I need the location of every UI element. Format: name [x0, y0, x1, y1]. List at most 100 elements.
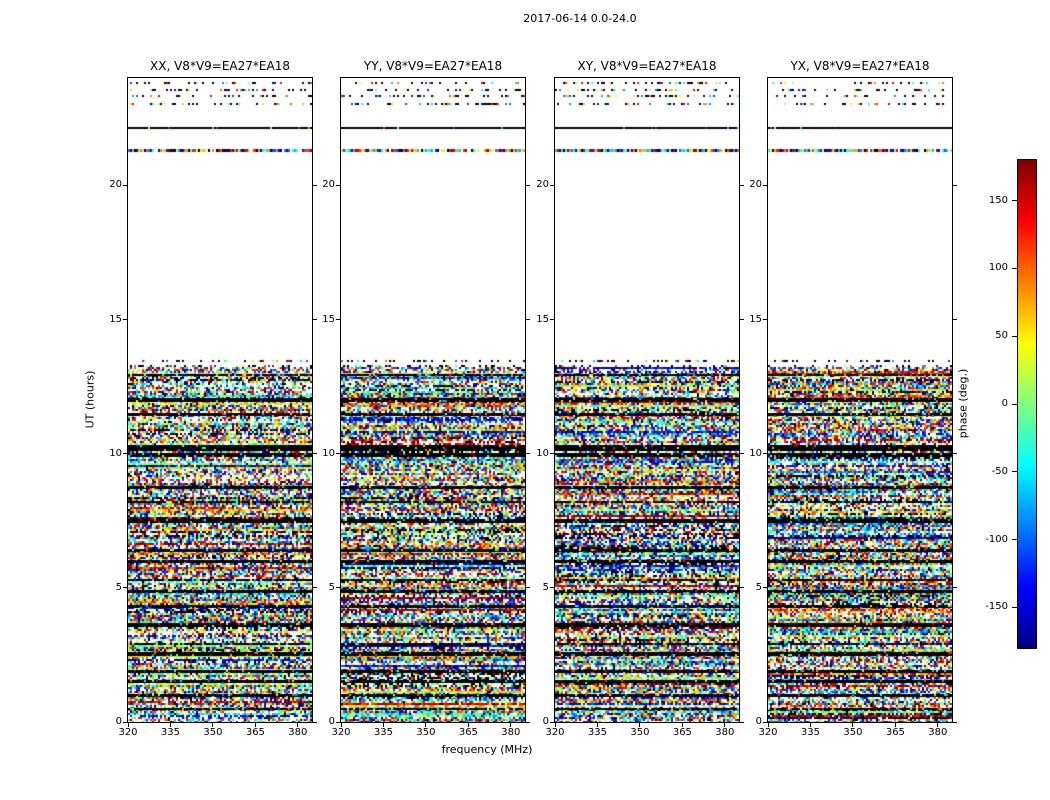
- tick-mark: [336, 587, 340, 589]
- y-tick-label: 5: [755, 581, 762, 593]
- heatmap-panel: XX, V8*V9=EA27*EA18: [127, 59, 313, 723]
- tick-mark: [336, 319, 340, 320]
- x-tick-label: 365: [458, 727, 478, 738]
- tick-mark: [1012, 471, 1017, 473]
- tick-mark: [953, 184, 957, 186]
- tick-mark: [254, 723, 256, 727]
- tick-mark: [596, 723, 598, 727]
- heatmap-canvas: [768, 78, 952, 722]
- tick-mark: [763, 184, 767, 186]
- x-tick-label: 365: [885, 727, 905, 738]
- tick-mark: [297, 723, 299, 727]
- tick-mark: [526, 721, 530, 723]
- y-tick-label: 15: [109, 313, 122, 325]
- colorbar-gradient-canvas: [1018, 160, 1036, 648]
- tick-mark: [526, 184, 530, 186]
- tick-mark: [767, 723, 769, 727]
- panel-title: YY, V8*V9=EA27*EA18: [363, 59, 503, 73]
- tick-mark: [510, 723, 512, 727]
- x-tick-label: 320: [331, 727, 351, 738]
- panel-title: XX, V8*V9=EA27*EA18: [150, 59, 290, 73]
- tick-mark: [526, 453, 530, 455]
- tick-mark: [763, 721, 767, 723]
- tick-mark: [526, 319, 530, 320]
- y-tick-label: 0: [115, 716, 122, 727]
- x-tick-label: 380: [288, 727, 308, 738]
- colorbar-tick-label: -50: [991, 465, 1008, 477]
- x-tick-label: 380: [501, 727, 521, 738]
- y-tick-label: 20: [749, 179, 762, 191]
- panel-title: YX, V8*V9=EA27*EA18: [790, 59, 930, 73]
- y-tick-label: 15: [749, 313, 762, 325]
- tick-mark: [550, 453, 554, 455]
- heatmap-panel: YX, V8*V9=EA27*EA18: [767, 59, 953, 723]
- tick-mark: [550, 587, 554, 589]
- tick-mark: [169, 723, 171, 727]
- colorbar-tick-label: 0: [1001, 398, 1008, 409]
- tick-mark: [313, 453, 317, 455]
- x-tick-label: 335: [587, 727, 607, 738]
- tick-mark: [681, 723, 683, 727]
- colorbar: [1017, 159, 1037, 649]
- y-tick-label: 20: [322, 179, 335, 191]
- tick-mark: [1012, 539, 1017, 541]
- y-tick-label: 0: [328, 716, 335, 727]
- tick-mark: [809, 723, 811, 727]
- heatmap-canvas: [128, 78, 312, 722]
- tick-mark: [313, 184, 317, 186]
- tick-mark: [1012, 606, 1017, 608]
- tick-mark: [550, 319, 554, 320]
- tick-mark: [382, 723, 384, 727]
- x-tick-label: 350: [203, 727, 223, 738]
- tick-mark: [1012, 403, 1017, 405]
- tick-mark: [953, 319, 957, 320]
- x-tick-label: 350: [416, 727, 436, 738]
- tick-mark: [763, 319, 767, 320]
- tick-mark: [212, 723, 214, 727]
- tick-mark: [763, 587, 767, 589]
- tick-mark: [336, 453, 340, 455]
- tick-mark: [763, 453, 767, 455]
- tick-mark: [852, 723, 854, 727]
- x-tick-label: 335: [373, 727, 393, 738]
- x-tick-label: 365: [245, 727, 265, 738]
- tick-mark: [123, 184, 127, 186]
- x-tick-label: 335: [800, 727, 820, 738]
- panel-title: XY, V8*V9=EA27*EA18: [577, 59, 717, 73]
- tick-mark: [639, 723, 641, 727]
- heatmap-panel: XY, V8*V9=EA27*EA18: [554, 59, 740, 723]
- x-axis-label: frequency (MHz): [441, 743, 533, 756]
- y-tick-label: 20: [109, 179, 122, 191]
- tick-mark: [724, 723, 726, 727]
- colorbar-tick-label: 50: [995, 330, 1008, 342]
- tick-mark: [123, 453, 127, 455]
- heatmap-canvas: [341, 78, 525, 722]
- tick-mark: [937, 723, 939, 727]
- x-tick-label: 320: [545, 727, 565, 738]
- tick-mark: [1012, 200, 1017, 202]
- tick-mark: [894, 723, 896, 727]
- tick-mark: [340, 723, 342, 727]
- y-tick-label: 0: [542, 716, 549, 727]
- tick-mark: [127, 723, 129, 727]
- tick-mark: [1012, 267, 1017, 269]
- tick-mark: [425, 723, 427, 727]
- tick-mark: [336, 184, 340, 186]
- y-tick-label: 10: [749, 447, 762, 459]
- tick-mark: [467, 723, 469, 727]
- x-tick-label: 320: [118, 727, 138, 738]
- y-tick-label: 10: [109, 447, 122, 459]
- tick-mark: [336, 721, 340, 723]
- tick-mark: [550, 184, 554, 186]
- tick-mark: [313, 319, 317, 320]
- heatmap-panel: YY, V8*V9=EA27*EA18: [340, 59, 526, 723]
- tick-mark: [740, 453, 744, 455]
- tick-mark: [123, 587, 127, 589]
- tick-mark: [313, 587, 317, 589]
- tick-mark: [123, 319, 127, 320]
- y-tick-label: 5: [542, 581, 549, 593]
- tick-mark: [313, 721, 317, 723]
- y-tick-label: 15: [322, 313, 335, 325]
- x-tick-label: 350: [630, 727, 650, 738]
